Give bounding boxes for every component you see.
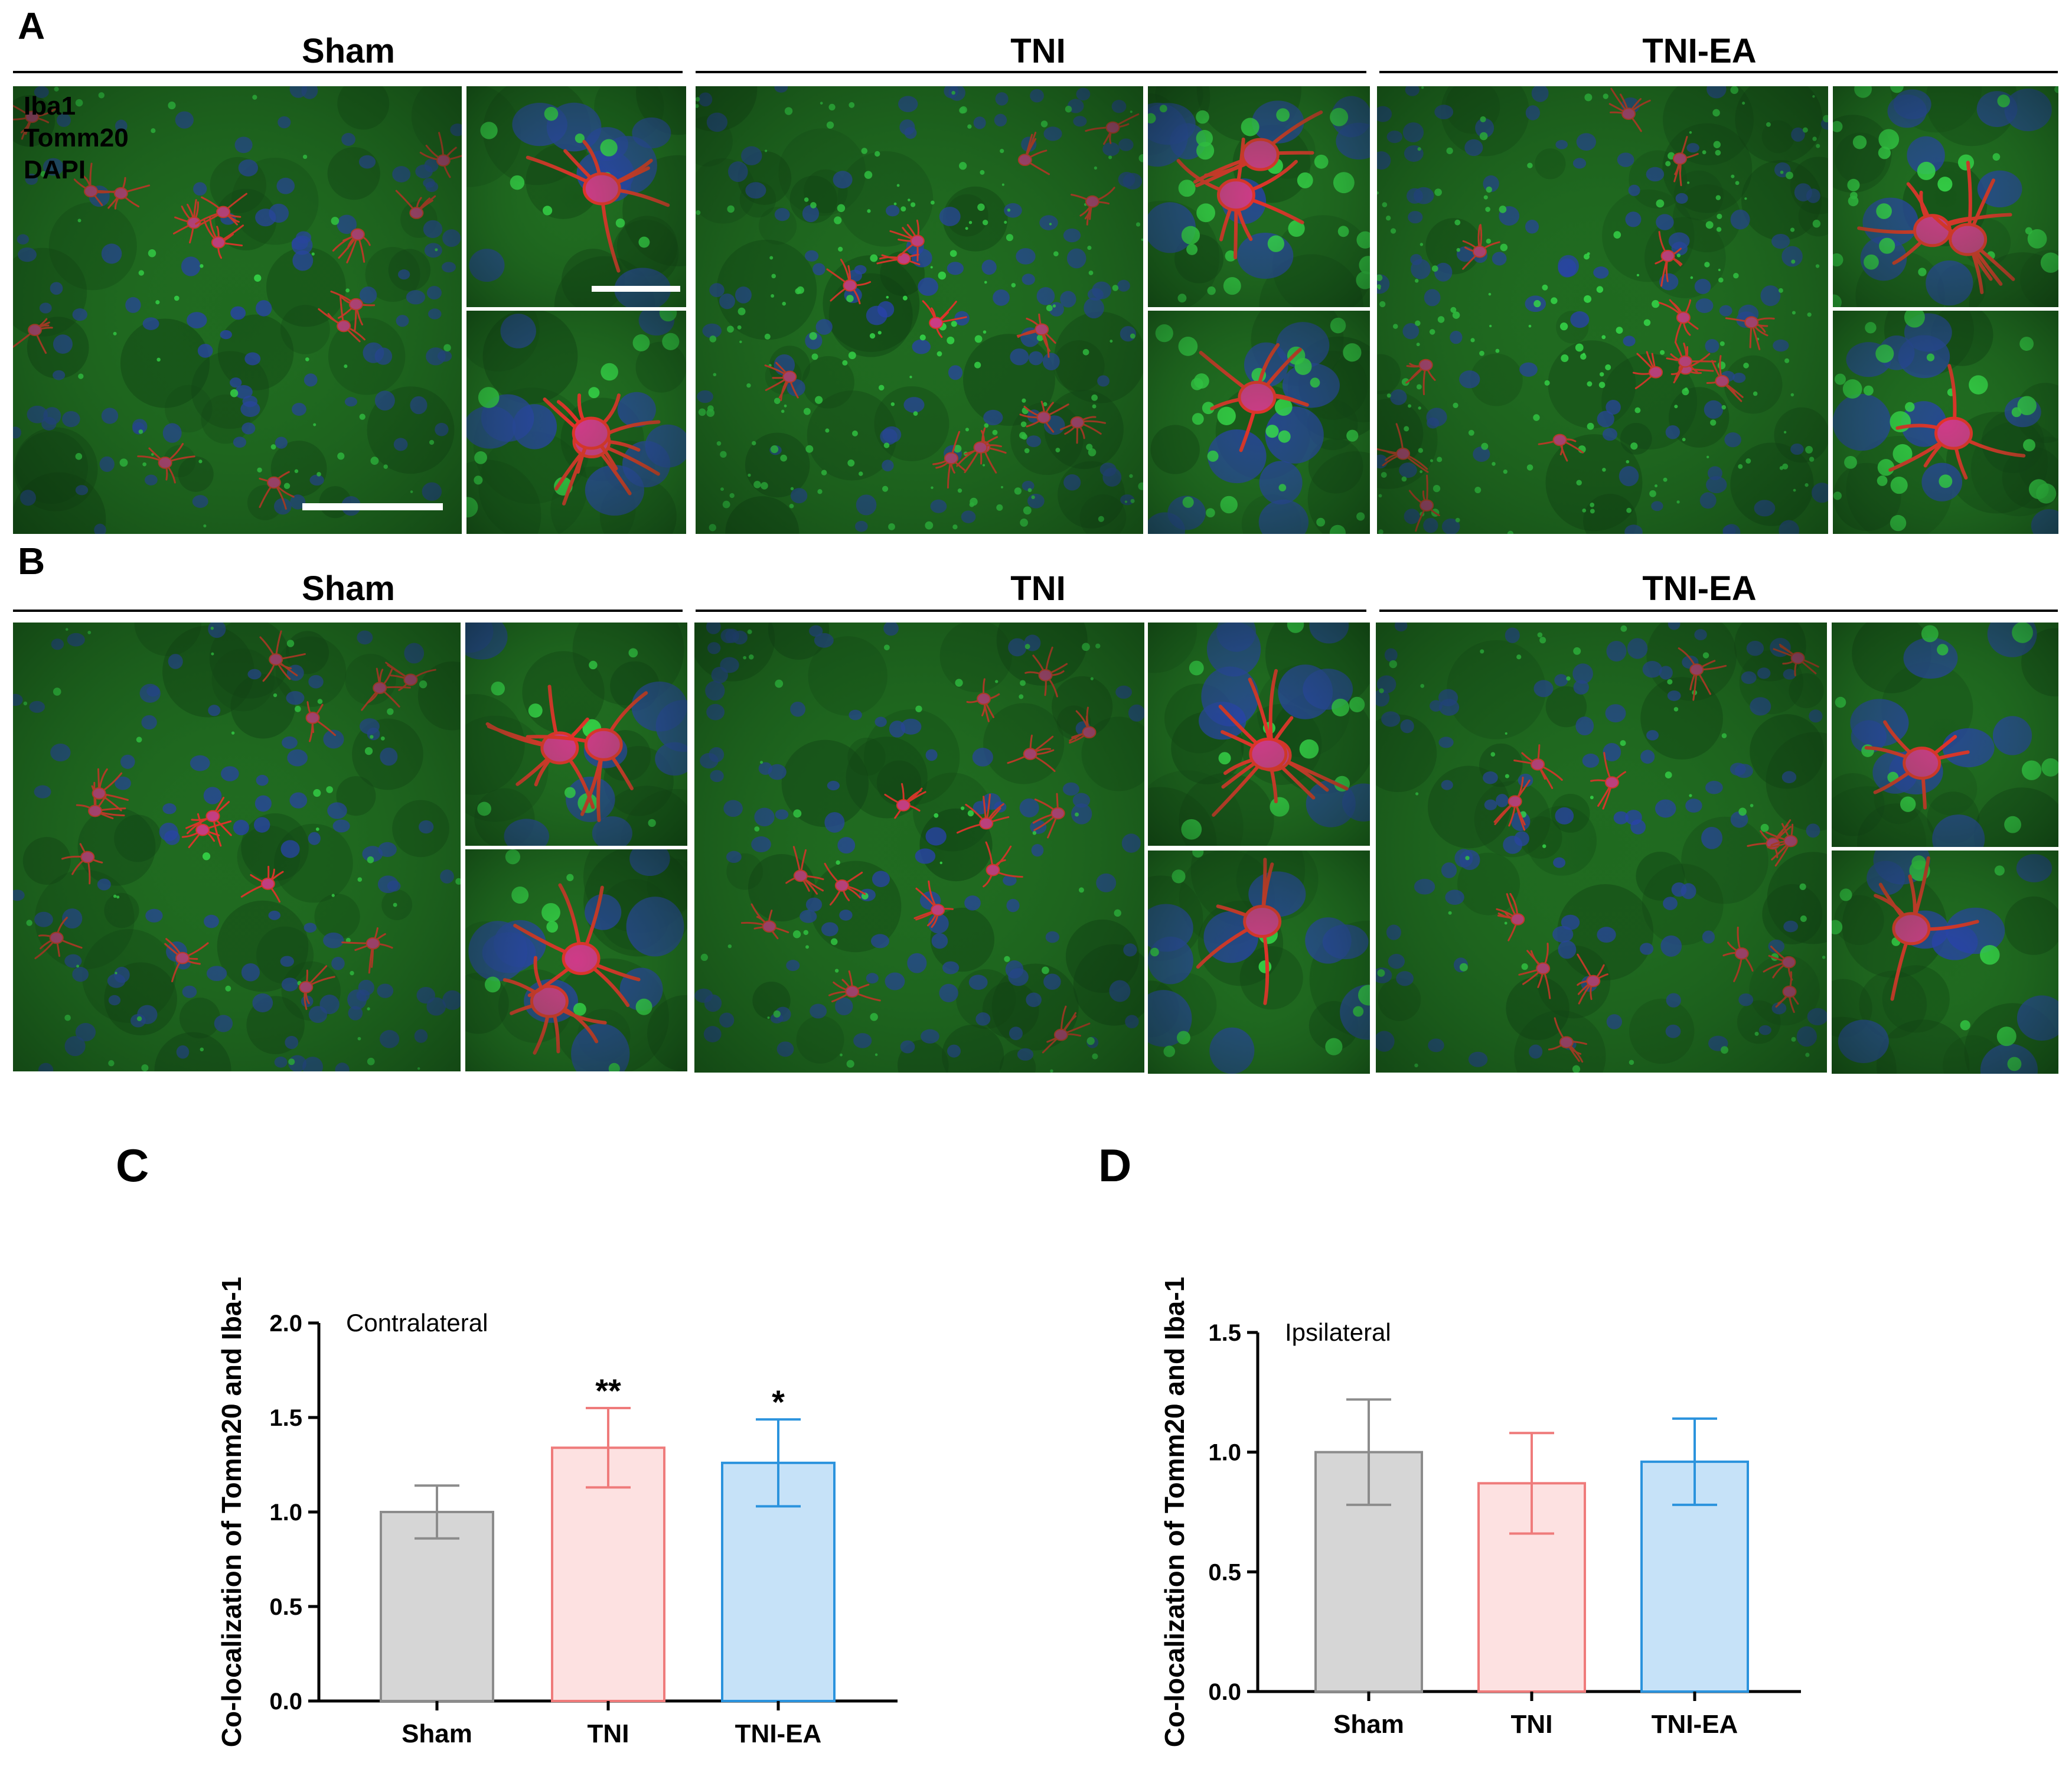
chart-c-significance-tni-ea: * [772,1383,785,1420]
chart-c-significance-tni: ** [595,1372,621,1409]
panel-a-sham-inset-top [466,86,686,307]
legend-dapi: DAPI [24,155,86,184]
chart-d-xtick-label: Sham [1333,1710,1404,1739]
legend-iba1: Iba1 [24,92,76,120]
chart-c-ytick-label: 0.0 [269,1689,302,1715]
chart-c-y-label: Co-localization of Tomm20 and Iba-1 [216,1277,247,1748]
chart-c-ytick-label: 2.0 [269,1311,302,1337]
chart-c-bar-tni [551,1446,665,1702]
panel-a-group-sham: Sham [13,32,683,73]
panel-b-group-tni: TNI [696,569,1366,612]
panel-b-tni-inset-top [1148,623,1370,846]
panel-a-tniea-inset-top [1833,86,2058,307]
panel-b-tniea-micrograph [1376,623,1827,1073]
scale-bar-main [302,503,443,510]
chart-c-xtick-label: Sham [402,1719,472,1748]
panel-a-tniea-inset-bottom [1833,311,2058,534]
chart-d-xtick-label: TNI [1511,1710,1553,1739]
chart-c-ytick-label: 0.5 [269,1594,302,1620]
panel-b-tni-micrograph [694,623,1144,1073]
panel-b-group-sham: Sham [13,569,683,612]
chart-c-ytick-label: 1.5 [269,1405,302,1431]
panel-b-sham-inset-top [465,623,687,846]
panel-b-sham-micrograph [13,623,461,1071]
panel-b-tniea-inset-bottom [1832,850,2058,1074]
panel-b-tniea-inset-top [1832,623,2058,847]
scale-bar-inset [592,286,680,292]
panel-b-title-tniea: TNI-EA [1642,569,1756,608]
chart-d-ytick-label: 0.0 [1208,1679,1241,1705]
panel-b-title-sham: Sham [302,569,395,608]
chart-d-ytick-label: 1.0 [1208,1440,1241,1466]
chart-c-xtick-label: TNI [588,1719,629,1748]
panel-a-tni-inset-bottom [1148,311,1370,534]
panel-a-group-tniea: TNI-EA [1379,32,2058,73]
panel-a-tniea-micrograph [1377,86,1828,534]
panel-b-title-tni: TNI [1010,569,1065,608]
panel-c-letter: C [116,1139,149,1191]
chart-c-xtick-label: TNI-EA [735,1719,822,1748]
chart-c-bar-sham [380,1511,494,1702]
chart-ipsilateral: 0.0 0.5 1.0 1.5 Co-localization of Tomm20 an… [1159,1277,1801,1748]
panel-b-tni-inset-bottom [1148,850,1370,1074]
panel-a-sham-micrograph [13,86,462,534]
panel-a-title-tni: TNI [1010,32,1065,70]
panel-a-group-tni: TNI [696,32,1366,73]
chart-c-ytick-label: 1.0 [269,1500,302,1526]
panel-a-title-tniea: TNI-EA [1642,32,1756,70]
chart-d-ytick-label: 1.5 [1208,1320,1241,1346]
panel-b-sham-inset-bottom [465,849,687,1071]
panel-b-group-tniea: TNI-EA [1379,569,2058,612]
chart-d-xtick-label: TNI-EA [1652,1710,1738,1739]
chart-contralateral: 0.0 0.5 1.0 1.5 2.0 Co-localization of Tomm20… [216,1277,898,1748]
legend-tomm20: Tomm20 [24,123,129,152]
panel-a-sham-inset-bottom [466,311,686,534]
panel-d-letter: D [1098,1139,1131,1191]
panel-b-letter: B [18,540,45,582]
channel-legend: Iba1 Tomm20 DAPI [24,92,129,184]
panel-a-tni-micrograph [696,86,1143,534]
chart-d-y-label: Co-localization of Tomm20 and Iba-1 [1159,1277,1190,1748]
chart-d-ytick-label: 0.5 [1208,1559,1241,1585]
chart-c-annotation: Contralateral [346,1309,488,1337]
panel-a-title-sham: Sham [302,32,395,70]
chart-d-annotation: Ipsilateral [1285,1318,1391,1346]
panel-a-letter: A [18,5,45,47]
panel-a-tni-inset-top [1148,86,1370,307]
